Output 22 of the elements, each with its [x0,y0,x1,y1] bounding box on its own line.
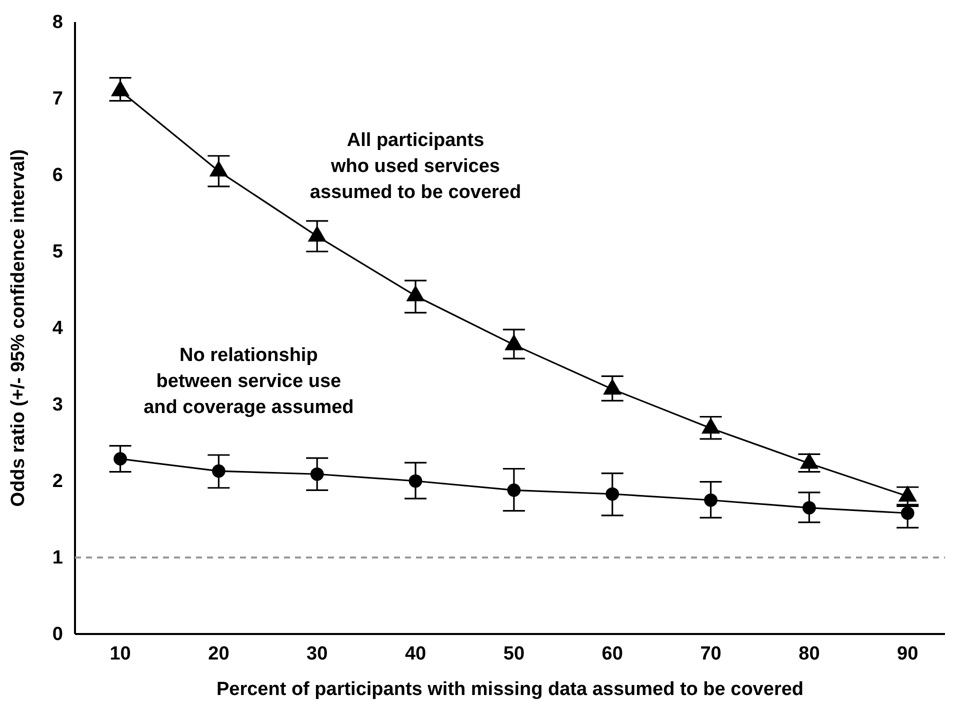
x-tick-label: 60 [602,643,623,664]
x-tick-label: 90 [897,643,918,664]
x-tick-label: 20 [208,643,230,664]
x-tick-label: 40 [404,643,426,664]
x-tick-label: 70 [700,643,722,664]
x-axis-title: Percent of participants with missing data assumed to be covered [216,679,804,700]
x-tick-label: 80 [798,643,820,664]
series-label: All participants who used services assumed to be covered [310,130,522,203]
x-tick-label: 50 [503,643,525,664]
y-tick-label: 8 [52,12,63,34]
y-tick-label: 4 [52,318,64,340]
y-tick-label: 5 [52,242,64,263]
y-tick-label: 1 [52,548,64,569]
y-tick-label: 2 [52,471,63,492]
y-tick-label: 0 [52,624,63,646]
x-tick-label: 30 [306,643,328,664]
x-tick-label: 10 [110,643,131,664]
y-tick-label: 3 [52,394,63,416]
y-tick-label: 6 [52,165,63,186]
text: No relationship between service use and coverage assumed [144,345,354,418]
y-axis-title: Odds ratio (+/- 95% confidence interval) [8,149,29,507]
y-tick-label: 7 [52,88,63,110]
